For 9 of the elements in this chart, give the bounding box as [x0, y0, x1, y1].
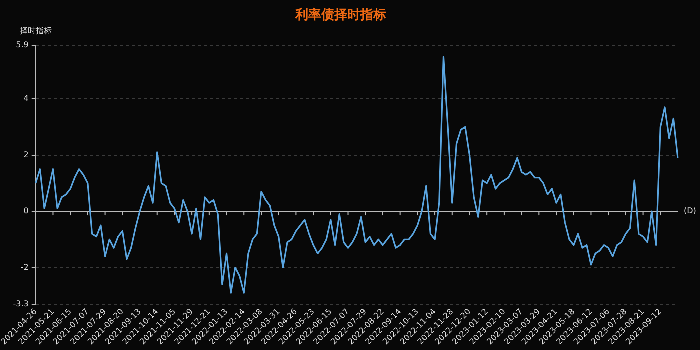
- y-tick-label: 2: [24, 150, 29, 160]
- y-tick-label: -2: [20, 262, 29, 272]
- x-axis-title: (D): [684, 206, 696, 216]
- y-tick-label: 4: [24, 94, 29, 104]
- y-tick-label: 5.9: [16, 40, 29, 50]
- y-tick-label: 0: [24, 206, 29, 216]
- y-axis-title: 择时指标: [20, 26, 52, 36]
- y-tick-label: -3.3: [13, 299, 29, 308]
- chart-title: 利率债择时指标: [294, 7, 386, 24]
